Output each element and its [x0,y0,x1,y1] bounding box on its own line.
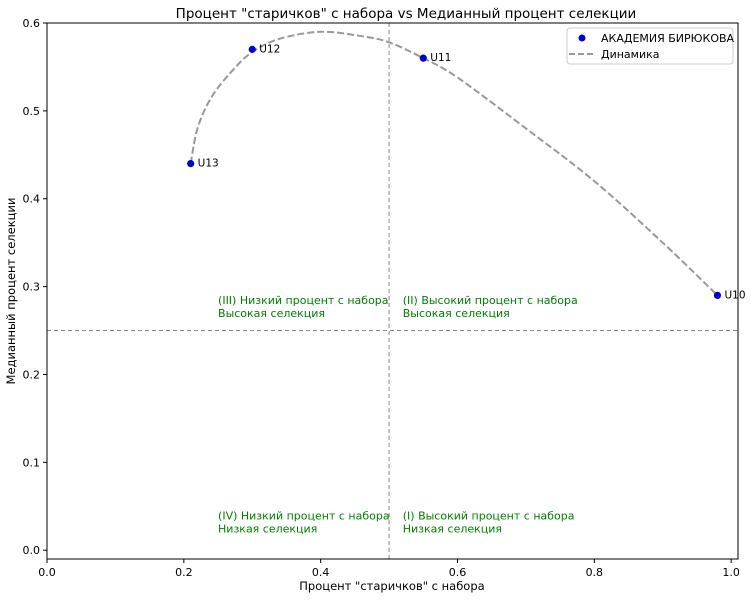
x-tick-label: 0.8 [586,566,604,579]
quadrant-annotations: (III) Низкий процент с набора Высокая сел… [218,294,578,535]
quadrant-annotation-line: (II) Высокий процент с набора [403,294,578,307]
quadrant-annotation: (III) Низкий процент с набора Высокая сел… [218,294,389,320]
quadrant-annotation-line: (IV) Низкий процент с набора [218,509,390,522]
quadrant-annotation-line: (I) Высокий процент с набора [403,509,575,522]
data-point-u12 [248,45,256,53]
legend-marker-points [578,34,586,42]
trend-series [189,30,719,297]
legend-label-trend: Динамика [601,48,660,61]
quadrant-annotation: (I) Высокий процент с набора Низкая селек… [403,509,575,535]
x-tick-label: 0.6 [449,566,467,579]
x-tick-label: 1.0 [722,566,740,579]
y-tick-label: 0.3 [23,281,41,294]
trend-line [189,30,719,297]
data-point-label-u12: U12 [259,43,280,55]
quadrant-annotation-line: Высокая селекция [403,307,510,320]
plot-frame [46,22,739,560]
x-tick-label: 0.0 [38,566,56,579]
quadrant-annotation-line: (III) Низкий процент с набора [218,294,389,307]
data-point-u10 [713,291,722,299]
x-tick-label: 0.4 [312,566,330,579]
legend: АКАДЕМИЯ БИРЮКОВА Динамика [566,27,735,65]
legend-label-points: АКАДЕМИЯ БИРЮКОВА [601,32,735,45]
y-axis-ticks: 0.0 0.1 0.2 0.3 0.4 0.5 0.6 [23,17,47,557]
data-point-u13 [187,159,195,168]
quadrant-annotation-line: Низкая селекция [218,522,317,535]
y-tick-label: 0.0 [23,544,41,557]
x-axis-label: Процент "старичков" с набора [299,579,484,593]
x-tick-label: 0.2 [175,566,193,579]
data-point-label-u11: U11 [430,52,451,64]
quadrant-annotation: (IV) Низкий процент с набора Низкая селек… [218,509,390,535]
data-point-label-u13: U13 [198,158,219,170]
points-series: U13 U12 U11 U10 [187,43,746,301]
y-tick-label: 0.6 [23,17,41,30]
legend-box [566,27,734,65]
data-point-u11 [419,54,427,62]
quadrant-annotation-line: Высокая селекция [218,307,325,320]
quadrant-annotation-line: Низкая селекция [403,522,502,535]
plot-area [47,23,738,559]
y-tick-label: 0.4 [23,193,41,206]
y-axis-label: Медианный процент селекции [4,198,18,385]
quadrant-annotation: (II) Высокий процент с набора Высокая сел… [403,294,578,320]
reference-lines [47,23,738,559]
y-tick-label: 0.5 [23,105,41,118]
y-tick-label: 0.1 [23,456,41,469]
chart-title: Процент "старичков" с набора vs Медианны… [176,6,637,22]
y-tick-label: 0.2 [23,368,41,381]
x-axis-ticks: 0.0 0.2 0.4 0.6 0.8 1.0 [38,559,740,579]
data-point-label-u10: U10 [724,289,745,301]
